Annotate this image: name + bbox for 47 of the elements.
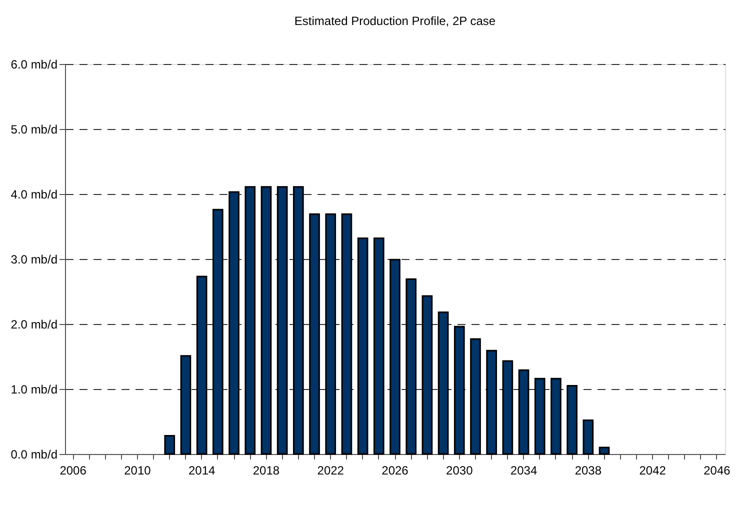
bar — [518, 369, 530, 455]
y-tick-label: 6.0 mb/d — [10, 58, 58, 72]
x-tick-label: 2006 — [60, 464, 87, 478]
bar — [582, 419, 594, 455]
bar — [566, 385, 578, 455]
bar — [180, 355, 192, 455]
bar — [502, 360, 514, 455]
y-tick-label: 3.0 mb/d — [10, 252, 58, 266]
bar — [357, 237, 368, 455]
bar — [534, 378, 546, 455]
y-tick-label: 1.0 mb/d — [10, 382, 58, 396]
y-tick-label: 5.0 mb/d — [10, 122, 58, 136]
y-tick-label: 4.0 mb/d — [10, 188, 58, 202]
bar — [212, 208, 224, 455]
bar — [309, 213, 320, 455]
bar — [325, 213, 336, 455]
bar — [292, 186, 304, 455]
bar — [438, 312, 449, 455]
bar — [406, 278, 417, 455]
x-tick-label: 2042 — [639, 464, 666, 478]
x-tick-label: 2026 — [382, 464, 409, 478]
x-tick-label: 2034 — [510, 464, 538, 478]
chart-title: Estimated Production Profile, 2P case — [294, 14, 496, 28]
bar — [244, 186, 256, 455]
bar — [164, 435, 176, 455]
bar — [341, 213, 352, 455]
x-tick-label: 2046 — [704, 464, 731, 478]
x-tick-label: 2038 — [574, 464, 602, 478]
x-tick-label: 2022 — [317, 464, 344, 478]
bar — [470, 338, 481, 455]
x-tick-label: 2014 — [188, 464, 216, 478]
bar — [598, 446, 610, 455]
bar — [390, 258, 400, 455]
bar — [260, 186, 272, 455]
bar — [422, 295, 433, 455]
x-tick-label: 2030 — [446, 464, 474, 478]
x-tick-label: 2018 — [252, 464, 280, 478]
bar — [373, 237, 384, 455]
x-tick-label: 2010 — [124, 464, 152, 478]
bar — [196, 276, 208, 455]
y-tick-label: 2.0 mb/d — [10, 318, 58, 332]
y-tick-label: 0.0 mb/d — [10, 448, 58, 462]
bar — [228, 191, 240, 455]
bar — [276, 186, 288, 455]
bar — [550, 378, 562, 455]
bar — [486, 350, 498, 455]
bar — [454, 326, 465, 455]
